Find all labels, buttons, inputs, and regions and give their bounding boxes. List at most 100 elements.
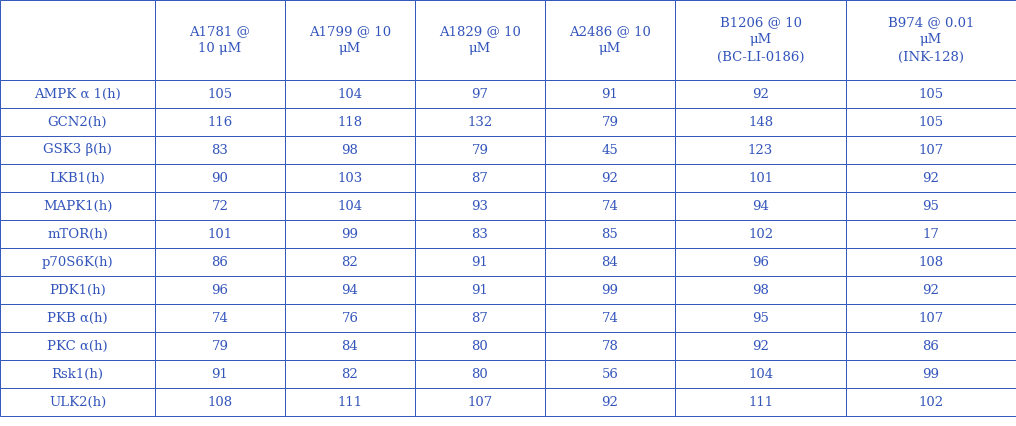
Text: 83: 83 bbox=[471, 227, 489, 241]
Text: PDK1(h): PDK1(h) bbox=[49, 283, 106, 296]
Bar bbox=[675, 80, 846, 108]
Bar bbox=[415, 220, 545, 248]
Bar bbox=[846, 388, 1016, 416]
Bar bbox=[846, 108, 1016, 136]
Bar bbox=[155, 248, 285, 276]
Bar bbox=[0, 108, 155, 136]
Text: 101: 101 bbox=[207, 227, 233, 241]
Bar bbox=[415, 80, 545, 108]
Bar bbox=[285, 248, 415, 276]
Bar bbox=[155, 108, 285, 136]
Text: GSK3 β(h): GSK3 β(h) bbox=[43, 144, 112, 156]
Text: 104: 104 bbox=[337, 87, 363, 101]
Bar bbox=[545, 304, 675, 332]
Text: AMPK α 1(h): AMPK α 1(h) bbox=[35, 87, 121, 101]
Text: 98: 98 bbox=[341, 144, 359, 156]
Bar bbox=[0, 80, 155, 108]
Text: 96: 96 bbox=[752, 256, 769, 268]
Text: 97: 97 bbox=[471, 87, 489, 101]
Text: 45: 45 bbox=[601, 144, 619, 156]
Text: 94: 94 bbox=[341, 283, 359, 296]
Bar bbox=[0, 220, 155, 248]
Text: GCN2(h): GCN2(h) bbox=[48, 115, 108, 129]
Text: 104: 104 bbox=[337, 199, 363, 213]
Bar bbox=[415, 0, 545, 80]
Text: 91: 91 bbox=[471, 283, 489, 296]
Bar bbox=[415, 136, 545, 164]
Text: PKC α(h): PKC α(h) bbox=[47, 340, 108, 352]
Text: 105: 105 bbox=[918, 87, 944, 101]
Text: 91: 91 bbox=[211, 368, 229, 380]
Bar bbox=[846, 220, 1016, 248]
Text: 116: 116 bbox=[207, 115, 233, 129]
Text: 80: 80 bbox=[471, 368, 489, 380]
Text: 102: 102 bbox=[748, 227, 773, 241]
Bar bbox=[285, 80, 415, 108]
Bar bbox=[846, 0, 1016, 80]
Text: 91: 91 bbox=[601, 87, 619, 101]
Bar bbox=[415, 164, 545, 192]
Bar bbox=[675, 360, 846, 388]
Text: 87: 87 bbox=[471, 172, 489, 184]
Bar bbox=[155, 0, 285, 80]
Bar bbox=[415, 248, 545, 276]
Text: 94: 94 bbox=[752, 199, 769, 213]
Bar bbox=[545, 276, 675, 304]
Bar bbox=[0, 164, 155, 192]
Bar bbox=[155, 360, 285, 388]
Text: 111: 111 bbox=[748, 395, 773, 409]
Bar bbox=[846, 304, 1016, 332]
Bar bbox=[415, 388, 545, 416]
Text: 86: 86 bbox=[211, 256, 229, 268]
Bar bbox=[545, 220, 675, 248]
Text: PKB α(h): PKB α(h) bbox=[47, 311, 108, 325]
Bar bbox=[545, 332, 675, 360]
Text: 84: 84 bbox=[601, 256, 619, 268]
Text: 91: 91 bbox=[471, 256, 489, 268]
Bar bbox=[675, 248, 846, 276]
Bar bbox=[155, 192, 285, 220]
Bar bbox=[675, 332, 846, 360]
Text: 107: 107 bbox=[918, 311, 944, 325]
Text: 79: 79 bbox=[211, 340, 229, 352]
Text: 93: 93 bbox=[471, 199, 489, 213]
Bar bbox=[415, 108, 545, 136]
Text: 108: 108 bbox=[918, 256, 944, 268]
Text: p70S6K(h): p70S6K(h) bbox=[42, 256, 114, 268]
Text: 82: 82 bbox=[341, 256, 359, 268]
Bar bbox=[846, 360, 1016, 388]
Text: 123: 123 bbox=[748, 144, 773, 156]
Text: 74: 74 bbox=[601, 199, 619, 213]
Bar bbox=[675, 304, 846, 332]
Text: 86: 86 bbox=[923, 340, 940, 352]
Bar bbox=[675, 164, 846, 192]
Text: 92: 92 bbox=[601, 395, 619, 409]
Text: 72: 72 bbox=[211, 199, 229, 213]
Bar bbox=[415, 192, 545, 220]
Text: A1799 @ 10
μM: A1799 @ 10 μM bbox=[309, 25, 391, 55]
Bar bbox=[285, 164, 415, 192]
Text: 102: 102 bbox=[918, 395, 944, 409]
Text: LKB1(h): LKB1(h) bbox=[50, 172, 106, 184]
Text: 92: 92 bbox=[752, 87, 769, 101]
Bar bbox=[846, 164, 1016, 192]
Bar bbox=[545, 136, 675, 164]
Bar bbox=[0, 136, 155, 164]
Text: B1206 @ 10
μM
(BC-LI-0186): B1206 @ 10 μM (BC-LI-0186) bbox=[716, 17, 805, 63]
Text: 80: 80 bbox=[471, 340, 489, 352]
Bar bbox=[285, 192, 415, 220]
Text: 17: 17 bbox=[923, 227, 940, 241]
Text: 111: 111 bbox=[337, 395, 363, 409]
Bar bbox=[675, 276, 846, 304]
Bar bbox=[545, 388, 675, 416]
Text: 79: 79 bbox=[471, 144, 489, 156]
Bar bbox=[0, 248, 155, 276]
Bar bbox=[415, 304, 545, 332]
Text: 148: 148 bbox=[748, 115, 773, 129]
Text: 108: 108 bbox=[207, 395, 233, 409]
Bar bbox=[155, 164, 285, 192]
Bar bbox=[155, 80, 285, 108]
Bar bbox=[0, 276, 155, 304]
Bar bbox=[285, 276, 415, 304]
Text: MAPK1(h): MAPK1(h) bbox=[43, 199, 112, 213]
